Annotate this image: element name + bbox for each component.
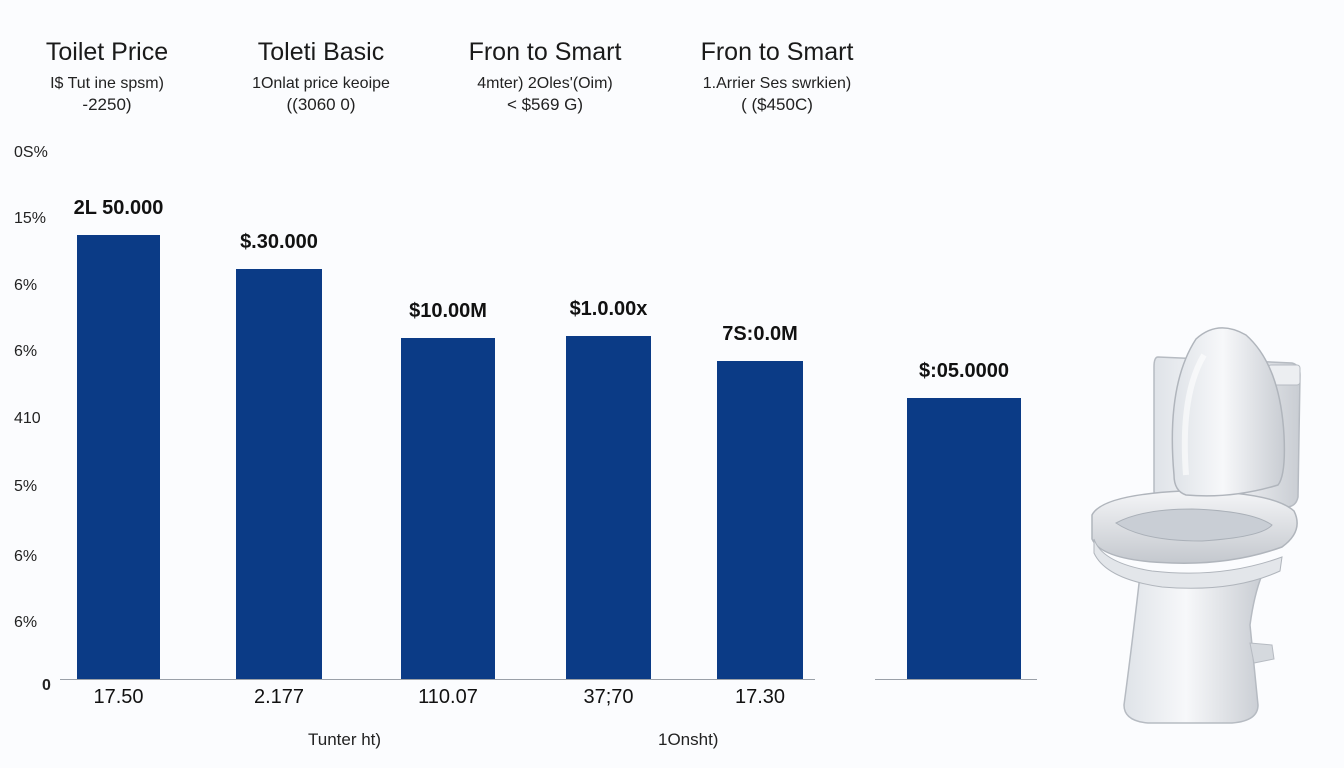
header-price: ((3060 0) [286,95,356,114]
header-title: Toilet Price [45,38,169,66]
bar [717,361,803,679]
header-col-1: Toilet Price I$ Tut ine spsm) -2250) [22,38,192,115]
x-tick-label: 17.50 [93,686,144,708]
y-tick-label: 5% [14,478,38,495]
header-subtitle: 4mter) 2Oles'(Oim) [477,75,613,92]
bar [907,398,1021,679]
header-price: ( ($450C) [741,95,813,114]
x-axis-baseline-right [875,679,1037,680]
bar [236,269,322,679]
header-title: Toleti Basic [257,38,385,66]
y-tick-label: 0 [42,677,51,694]
x-tick-label: 110.07 [418,686,478,708]
header-title: Fron to Smart [468,38,622,66]
bar [77,235,160,679]
header-title: Fron to Smart [700,38,854,66]
header-price: < $569 G) [506,95,584,114]
bar [566,336,651,679]
header-col-4: Fron to Smart 1.Arrier Ses swrkien) ( ($… [682,38,872,115]
x-tick-label: 37;70 [583,686,634,708]
x-axis-title: 1Onsht) [658,730,719,749]
bar [401,338,495,679]
toilet-image [1091,327,1301,724]
header-subtitle: I$ Tut ine spsm) [50,75,164,92]
header-col-3: Fron to Smart 4mter) 2Oles'(Oim) < $569 … [450,38,640,115]
x-axis-baseline [60,679,815,680]
y-tick-label: 6% [14,277,38,294]
header-price: -2250) [82,95,132,114]
header-subtitle: 1Onlat price keoipe [252,75,390,92]
x-axis-title: Tunter ht) [308,730,382,749]
header-col-2: Toleti Basic 1Onlat price keoipe ((3060 … [236,38,406,115]
y-tick-label: 0S% [14,144,48,161]
y-tick-label: 6% [14,343,38,360]
bar-value-label: 7S:0.0M [722,323,798,345]
bar-value-label: $.30.000 [240,231,318,253]
y-tick-label: 6% [14,548,38,565]
y-tick-label: 410 [14,410,41,427]
x-tick-label: 2.177 [253,686,305,708]
y-tick-label: 6% [14,614,38,631]
x-tick-label: 17.30 [734,686,786,708]
header-subtitle: 1.Arrier Ses swrkien) [702,75,852,92]
bar-value-label: $:05.0000 [918,360,1010,382]
y-tick-label: 15% [14,210,47,227]
bar-value-label: $10.00M [409,300,487,322]
bar-value-label: 2L 50.000 [73,197,164,219]
bar-value-label: $1.0.00x [569,298,648,320]
